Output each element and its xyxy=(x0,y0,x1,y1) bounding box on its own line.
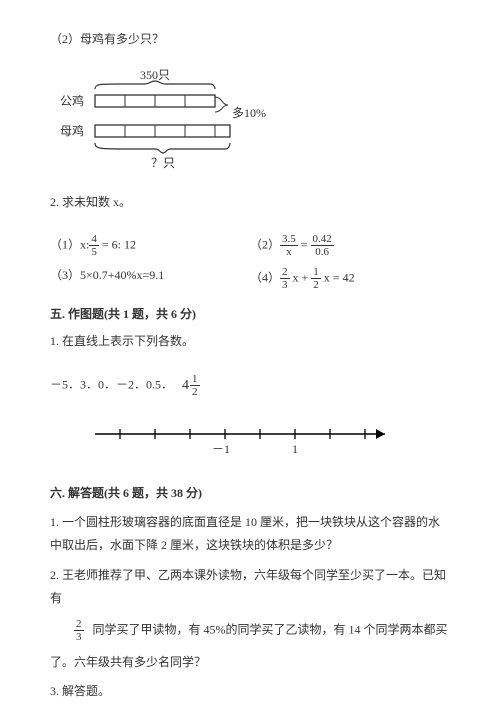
number-line: －1 1 xyxy=(90,419,450,470)
numline-neg1: －1 xyxy=(212,442,230,456)
eq4-bfrac: 12 xyxy=(311,266,321,291)
section-6-q2-frac-line: 23 同学买了甲读物，有 45%的同学买了乙读物，有 14 个同学两本都买 xyxy=(74,618,450,643)
equation-1: （1）x:45 = 6: 12 xyxy=(50,233,250,258)
section-6-q2-c: 了。六年级共有多少名同学？ xyxy=(50,651,450,674)
section-5-title: 五. 作图题(共 1 题，共 6 分) xyxy=(50,305,450,324)
eq1-post: = 6: 12 xyxy=(99,237,136,251)
bar-hen xyxy=(95,125,230,137)
eq2-lfrac: 3.5x xyxy=(280,233,298,258)
section-6-q3: 3. 解答题。 xyxy=(50,682,450,701)
label-rooster: 公鸡 xyxy=(60,93,84,108)
eq2-rfrac: 0.420.6 xyxy=(311,233,334,258)
diagram-top-label: 350只 xyxy=(140,68,170,82)
brace-extra xyxy=(215,97,228,112)
eq1-pre: （1）x: xyxy=(50,237,89,251)
label-hen: 母鸡 xyxy=(60,123,84,138)
eq2-pre: （2） xyxy=(250,237,280,251)
eq4-pre: （4） xyxy=(250,270,280,284)
section-6-frac: 23 xyxy=(74,618,84,643)
eq2-mid: = xyxy=(298,237,311,251)
equation-row-1: （1）x:45 = 6: 12 （2）3.5x = 0.420.6 xyxy=(50,233,450,258)
section-6-q2-b: 同学买了甲读物，有 45%的同学买了乙读物，有 14 个同学两本都买 xyxy=(93,622,448,636)
label-unknown: ？只 xyxy=(151,156,175,170)
section-6-q2-a: 2. 王老师推荐了甲、乙两本课外读物，六年级每个同学至少买了一本。已知有 xyxy=(50,564,450,610)
eq1-frac: 45 xyxy=(89,233,99,258)
brace-top xyxy=(95,81,215,89)
equation-3: （3）5×0.7+40%x=9.1 xyxy=(50,266,250,291)
label-extra: 多10% xyxy=(232,106,266,120)
eq4-mid: x + xyxy=(290,270,312,284)
numline-pos1: 1 xyxy=(292,442,298,456)
section-5-q1: 1. 在直线上表示下列各数。 xyxy=(50,332,450,351)
chicken-diagram: 350只 公鸡 多10% 母鸡 ？只 xyxy=(50,67,450,183)
equation-4: （4）23 x + 12 x = 42 xyxy=(250,266,450,291)
brace-bottom xyxy=(95,143,230,153)
eq4-afrac: 23 xyxy=(280,266,290,291)
numbers-list: －5．3．0．－2．0.5． 412 xyxy=(50,373,450,398)
question-2: 2. 求未知数 x。 xyxy=(50,193,450,212)
mixed-fraction: 412 xyxy=(182,373,200,398)
equation-row-2: （3）5×0.7+40%x=9.1 （4）23 x + 12 x = 42 xyxy=(50,266,450,291)
section-6-title: 六. 解答题(共 6 题，共 38 分) xyxy=(50,484,450,503)
eq4-post: x = 42 xyxy=(321,270,355,284)
section-6-q1: 1. 一个圆柱形玻璃容器的底面直径是 10 厘米，把一块铁块从这个容器的水中取出… xyxy=(50,511,450,557)
question-1-2: （2）母鸡有多少只？ xyxy=(50,30,450,49)
numbers-pre: －5．3．0．－2．0.5． xyxy=(50,378,173,392)
equation-2: （2）3.5x = 0.420.6 xyxy=(250,233,450,258)
